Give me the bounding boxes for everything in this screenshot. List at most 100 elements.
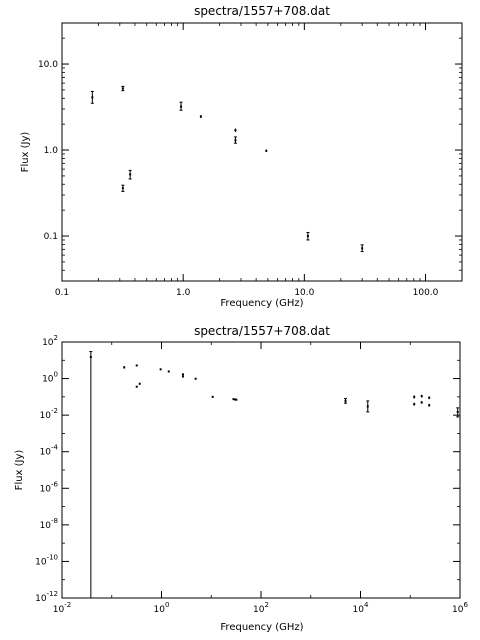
point-marker <box>235 398 238 401</box>
point-marker <box>234 139 237 142</box>
point-marker <box>344 399 347 402</box>
point-marker <box>123 366 126 369</box>
data-point <box>181 373 184 376</box>
point-marker <box>135 364 138 367</box>
spectrum-plot-wide-range: spectra/1557+708.dat 10-2 100 102 104 10610-… <box>14 324 468 633</box>
point-marker <box>121 87 124 90</box>
y-tick-label: 10-6 <box>40 480 59 494</box>
point-marker <box>366 405 369 408</box>
data-point <box>138 382 141 385</box>
data-point <box>265 149 268 152</box>
point-marker <box>121 187 124 190</box>
x-tick-label: 10-2 <box>53 601 71 615</box>
x-axis-label: Frequency (GHz) <box>220 298 303 309</box>
y-tick-label: 10-4 <box>40 444 59 458</box>
point-marker <box>194 377 197 380</box>
data-point <box>135 364 138 367</box>
data-point <box>89 351 93 599</box>
axis-ticks: 10-2 100 102 104 106 10-12 10-10 10-8 10-6 10-4 10… <box>35 334 468 615</box>
point-marker <box>167 370 170 373</box>
data-point <box>235 398 238 401</box>
point-marker <box>135 385 138 388</box>
data-point <box>428 403 431 407</box>
x-tick-label: 10.0 <box>294 288 314 298</box>
data-point <box>232 398 235 401</box>
point-marker <box>199 115 202 118</box>
x-tick-label: 104 <box>353 601 369 615</box>
point-marker <box>428 404 431 407</box>
data-point <box>199 115 202 119</box>
point-marker <box>265 149 268 152</box>
data-point <box>181 375 184 378</box>
point-marker <box>211 395 214 398</box>
point-marker <box>159 368 162 371</box>
point-marker <box>428 396 431 399</box>
point-marker <box>129 173 132 176</box>
data-point <box>413 395 416 399</box>
x-axis-label: Frequency (GHz) <box>220 622 303 633</box>
point-marker <box>413 395 416 398</box>
data-point <box>234 128 237 133</box>
y-axis-label: Flux (Jy) <box>20 132 31 173</box>
x-tick-label: 1.0 <box>176 288 191 298</box>
x-tick-label: 100 <box>154 601 170 615</box>
point-marker <box>413 403 416 406</box>
point-marker <box>181 375 184 378</box>
data-point <box>194 377 197 380</box>
y-tick-label: 1.0 <box>44 146 59 156</box>
point-marker <box>233 398 236 401</box>
chart-title: spectra/1557+708.dat <box>194 4 330 18</box>
plot-frame <box>61 341 461 599</box>
point-marker <box>420 395 423 398</box>
data-point <box>420 401 423 404</box>
data-points <box>90 85 364 253</box>
data-point <box>413 402 416 406</box>
plot-frame <box>61 22 463 282</box>
y-tick-label: 10-12 <box>35 590 58 604</box>
x-tick-label: 102 <box>253 601 269 615</box>
spectrum-plot-linear-range: spectra/1557+708.dat 0.1 1.0 10.0 100.0 0.1 1… <box>20 4 463 309</box>
point-marker <box>181 373 184 376</box>
y-tick-label: 10-10 <box>35 553 58 567</box>
data-point <box>123 366 126 369</box>
point-marker <box>232 398 235 401</box>
point-marker <box>234 129 237 132</box>
point-marker <box>89 356 92 359</box>
data-point <box>420 394 423 398</box>
data-point <box>306 231 310 241</box>
data-point <box>428 396 431 400</box>
data-point <box>360 244 364 253</box>
axis-ticks: 0.1 1.0 10.0 100.0 0.1 1.0 10.0 <box>38 23 462 298</box>
point-marker <box>420 401 423 404</box>
x-tick-label: 0.1 <box>55 288 69 298</box>
x-tick-label: 106 <box>452 601 468 615</box>
data-point <box>233 136 237 144</box>
data-point <box>135 385 138 388</box>
y-tick-label: 0.1 <box>44 232 58 242</box>
y-tick-label: 10-2 <box>40 407 58 421</box>
point-marker <box>361 247 364 250</box>
data-point <box>167 370 170 373</box>
x-tick-label: 100.0 <box>413 288 439 298</box>
data-point <box>90 90 94 104</box>
data-point <box>179 101 183 111</box>
y-tick-label: 100 <box>42 371 58 385</box>
data-points <box>89 351 460 599</box>
data-point <box>121 184 125 192</box>
data-point <box>128 169 132 180</box>
data-point <box>159 368 162 371</box>
y-tick-label: 10.0 <box>38 60 58 70</box>
data-point <box>121 85 125 92</box>
data-point <box>366 400 370 413</box>
data-point <box>233 398 236 401</box>
y-tick-label: 10-8 <box>40 517 58 531</box>
point-marker <box>456 410 459 413</box>
point-marker <box>180 105 183 108</box>
data-point <box>211 395 214 398</box>
point-marker <box>91 96 94 99</box>
y-tick-label: 102 <box>42 334 58 348</box>
data-point <box>344 398 348 404</box>
point-marker <box>306 235 309 238</box>
point-marker <box>138 382 141 385</box>
